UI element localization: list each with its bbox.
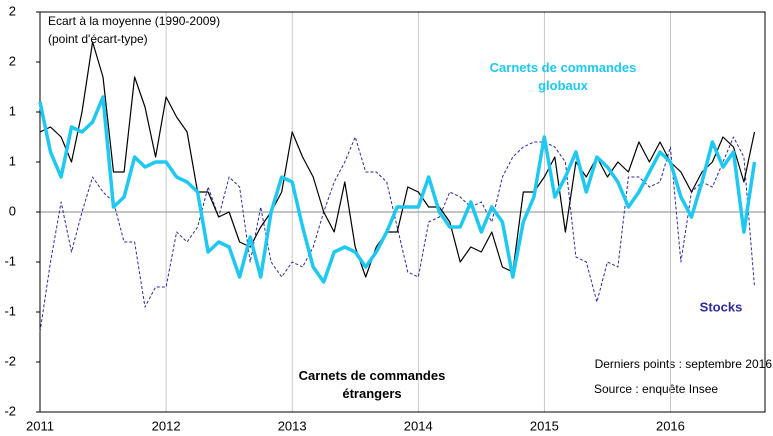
x-tick-label: 2014	[404, 418, 433, 433]
y-tick-label: 1	[9, 103, 16, 118]
y-tick-label: 2	[9, 3, 16, 18]
y-tick-label: -1	[4, 253, 16, 268]
x-tick-label: 2012	[152, 418, 181, 433]
y-tick-label: -2	[4, 403, 16, 418]
x-tick-label: 2015	[530, 418, 559, 433]
series-line	[38, 95, 757, 284]
legend-line: Carnets de commandes	[490, 60, 637, 75]
annotation: Source : enquête Insee	[594, 382, 718, 396]
legend-label: Stocks	[700, 299, 743, 314]
y-tick-label: -2	[4, 353, 16, 368]
y-tick-label: 0	[9, 203, 16, 218]
annotation: Ecart à la moyenne (1990-2009)	[48, 14, 220, 28]
x-tick-label: 2013	[278, 418, 307, 433]
x-tick-label: 2011	[26, 418, 54, 433]
plot-frame	[39, 11, 766, 413]
y-tick-label: 1	[9, 153, 16, 168]
y-tick-label: 2	[9, 53, 16, 68]
legend-line: globaux	[538, 78, 589, 93]
legend-line: Carnets de commandes	[299, 368, 446, 383]
legend-label: Carnets de commandes étrangers	[299, 368, 446, 401]
series-line	[39, 41, 756, 278]
series-line	[39, 136, 755, 333]
legend-line: étrangers	[342, 386, 401, 401]
y-tick-label: -1	[4, 303, 16, 318]
x-tick-label: 2016	[656, 418, 685, 433]
annotation: Derniers points : septembre 2016	[595, 357, 773, 371]
legend-label: Carnets de commandes globaux	[490, 60, 637, 93]
annotation: (point d'écart-type)	[48, 32, 148, 46]
